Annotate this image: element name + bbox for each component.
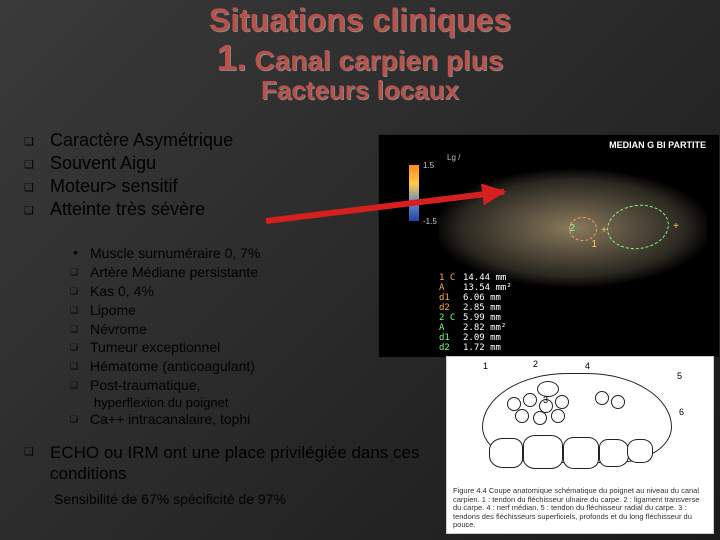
meas-val: 2.82 mm² — [463, 323, 506, 333]
meas-lbl: A — [439, 283, 457, 293]
carpal-bone — [599, 439, 629, 467]
meas-val: 1.72 mm — [463, 343, 501, 353]
title-line-2: 1. Canal carpien plus — [0, 37, 720, 79]
meas-lbl: 2 C — [439, 313, 457, 323]
meas-lbl: d1 — [439, 293, 457, 303]
sub-point: Névrome — [70, 320, 404, 339]
tendon — [515, 409, 529, 423]
sub-point: Kas 0, 4% — [70, 282, 404, 301]
carpal-bone — [627, 439, 653, 463]
footer-main: ECHO ou IRM ont une place privilégiée da… — [24, 442, 424, 485]
tendon — [555, 395, 569, 409]
sub-point: Muscle surnuméraire 0, 7% — [70, 244, 404, 263]
carpal-bone — [489, 438, 523, 468]
sub-point: Artère Médiane persistante — [70, 263, 404, 282]
anatomy-drawing: 1 2 3 4 5 6 — [477, 363, 677, 473]
title-subject: Canal carpien plus — [254, 45, 503, 76]
ultrasound-measurements: 1 C 14.44 mm A 13.54 mm² d1 6.06 mm d2 2.85 … — [439, 273, 512, 353]
sub-point: Lipome — [70, 301, 404, 320]
sub-bullet-list: Muscle surnuméraire 0, 7% Artère Médiane… — [70, 244, 404, 429]
ultrasound-image: MEDIAN G BI PARTITE Lg / 1.5 -1.5 + + 1 … — [378, 134, 720, 358]
title-number: 1. — [217, 37, 247, 78]
sub-point: Ca++ intracanalaire, tophi — [70, 410, 404, 429]
main-point: Souvent Aigu — [24, 153, 404, 174]
sub-point: Hématome (anticoagulant) — [70, 357, 404, 376]
tendon-group — [507, 387, 637, 421]
meas-lbl: 1 C — [439, 273, 457, 283]
title-line-3: Facteurs locaux — [0, 75, 720, 106]
carpal-bone — [523, 435, 563, 469]
anatomy-number: 3 — [543, 395, 548, 405]
meas-val: 2.09 mm — [463, 333, 501, 343]
meas-val: 14.44 mm — [463, 273, 506, 283]
meas-val: 13.54 mm² — [463, 283, 512, 293]
meas-lbl: d1 — [439, 333, 457, 343]
tendon — [611, 395, 625, 409]
ultrasound-label: Lg / — [447, 153, 460, 162]
cross-marker: + — [601, 225, 607, 236]
cross-marker: + — [673, 221, 679, 232]
title-line-1: Situations cliniques — [0, 2, 720, 39]
meas-val: 5.99 mm — [463, 313, 501, 323]
measurement-ellipse-1 — [604, 201, 672, 253]
main-point: Caractère Asymétrique — [24, 130, 404, 151]
ultrasound-title: MEDIAN G BI PARTITE — [606, 139, 709, 151]
anatomy-number: 6 — [679, 407, 684, 417]
colorbar-top-val: 1.5 — [423, 161, 434, 170]
tendon — [595, 391, 609, 405]
meas-lbl: d2 — [439, 343, 457, 353]
meas-val: 2.85 mm — [463, 303, 501, 313]
tendon — [533, 411, 547, 425]
footer-sub: Sensibilité de 67% spécificité de 97% — [54, 491, 424, 507]
meas-lbl: A — [439, 323, 457, 333]
anatomy-number: 2 — [533, 359, 538, 369]
tendon — [551, 409, 565, 423]
meas-val: 6.06 mm — [463, 293, 501, 303]
anatomy-number: 5 — [677, 371, 682, 381]
main-bullet-list: Caractère Asymétrique Souvent Aigu Moteu… — [24, 130, 404, 220]
anatomy-figure: 1 2 3 4 5 6 Figure 4.4 Coupe anatomique … — [446, 356, 714, 534]
anatomy-caption: Figure 4.4 Coupe anatomique schématique … — [453, 487, 707, 530]
carpal-bone — [563, 437, 599, 469]
sub-point: Post-traumatique, — [70, 376, 404, 395]
zone-number-1: 1 — [591, 239, 597, 250]
main-point: Moteur> sensitif — [24, 176, 404, 197]
sub-point: Tumeur exceptionnel — [70, 338, 404, 357]
colorbar-bot-val: -1.5 — [423, 217, 437, 226]
anatomy-number: 4 — [585, 361, 590, 371]
sub-point-indent: hyperflexion du poignet — [70, 395, 404, 410]
ultrasound-colorbar — [409, 165, 419, 221]
meas-lbl: d2 — [439, 303, 457, 313]
tendon — [523, 393, 537, 407]
anatomy-number: 1 — [483, 361, 488, 371]
zone-number-2: 2 — [569, 223, 575, 234]
